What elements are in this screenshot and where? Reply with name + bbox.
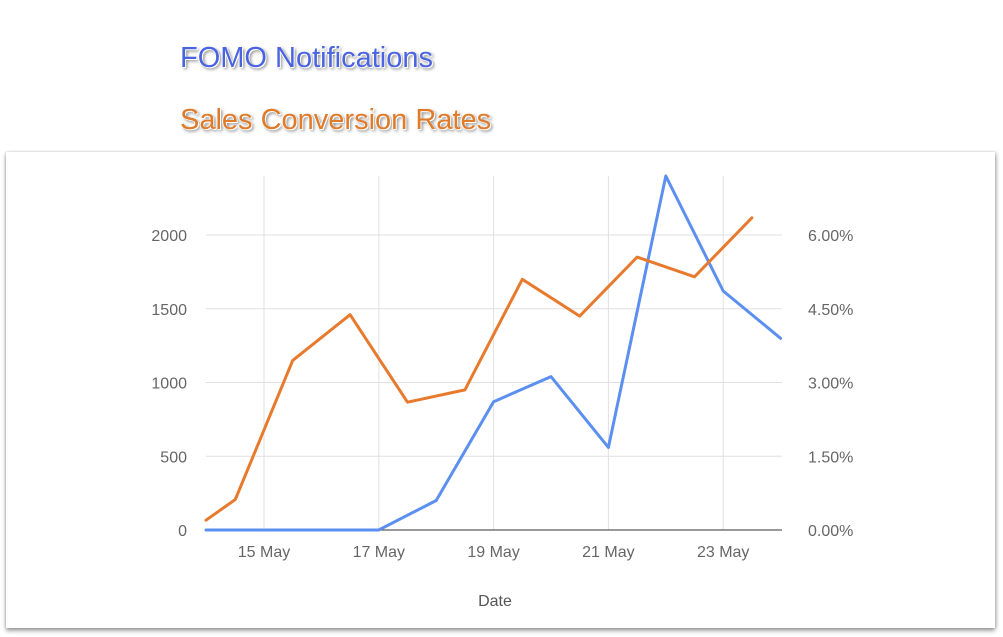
series-line-sales-conversion-rates bbox=[204, 216, 754, 522]
y-right-tick-label: 1.50% bbox=[808, 449, 853, 466]
x-tick-label: 17 May bbox=[353, 544, 405, 561]
line-chart: 0 500 1000 1500 2000 0.00% 1.50% 3.00% 4.50% 6.00… bbox=[151, 174, 853, 610]
x-tick-label: 19 May bbox=[467, 544, 519, 561]
grid-layer bbox=[206, 176, 782, 531]
y-left-tick-label: 1000 bbox=[151, 376, 187, 393]
series-layer bbox=[204, 174, 783, 532]
label-layer: 0 500 1000 1500 2000 0.00% 1.50% 3.00% 4.50% 6.00… bbox=[151, 228, 853, 610]
y-right-tick-label: 6.00% bbox=[808, 228, 853, 245]
y-left-tick-label: 1500 bbox=[151, 302, 187, 319]
x-tick-label: 15 May bbox=[238, 544, 290, 561]
y-right-tick-label: 4.50% bbox=[808, 302, 853, 319]
chart-panel: 0 500 1000 1500 2000 0.00% 1.50% 3.00% 4.50% 6.00… bbox=[6, 152, 995, 628]
x-tick-label: 23 May bbox=[697, 544, 749, 561]
y-right-tick-label: 0.00% bbox=[808, 523, 853, 540]
legend-fomo-notifications: FOMO Notifications bbox=[180, 42, 433, 74]
y-left-tick-label: 0 bbox=[178, 523, 187, 540]
legend-sales-conversion-rates: Sales Conversion Rates bbox=[180, 104, 492, 136]
series-line-fomo-notifications bbox=[204, 174, 783, 532]
y-right-tick-label: 3.00% bbox=[808, 376, 853, 393]
x-axis-title: Date bbox=[478, 593, 512, 610]
y-left-tick-label: 2000 bbox=[151, 228, 187, 245]
x-tick-label: 21 May bbox=[582, 544, 634, 561]
y-left-tick-label: 500 bbox=[160, 449, 187, 466]
